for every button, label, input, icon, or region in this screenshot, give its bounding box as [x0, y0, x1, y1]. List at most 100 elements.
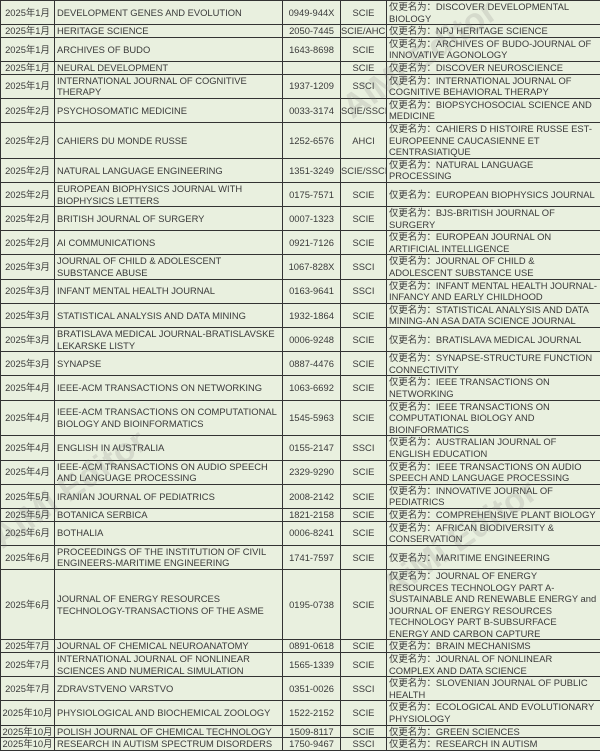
- journal-name-cell: DEVELOPMENT GENES AND EVOLUTION: [55, 1, 283, 25]
- date-cell: 2025年7月: [1, 640, 55, 653]
- date-cell: 2025年4月: [1, 376, 55, 400]
- date-cell: 2025年10月: [1, 701, 55, 725]
- issn-cell: [283, 61, 341, 74]
- issn-cell: 1565-1339: [283, 653, 341, 677]
- index-cell: SCIE: [341, 521, 387, 545]
- issn-cell: 0006-9248: [283, 328, 341, 352]
- date-cell: 2025年1月: [1, 61, 55, 74]
- index-cell: AHCI: [341, 122, 387, 158]
- journal-name-cell: HERITAGE SCIENCE: [55, 25, 283, 38]
- index-cell: SCIE: [341, 569, 387, 640]
- index-cell: SCIE: [341, 376, 387, 400]
- journal-name-cell: BOTANICA SERBICA: [55, 508, 283, 521]
- journal-name-cell: PSYCHOSOMATIC MEDICINE: [55, 98, 283, 122]
- index-cell: SCIE: [341, 303, 387, 327]
- index-cell: SCIE: [341, 653, 387, 677]
- index-cell: SCIE: [341, 207, 387, 231]
- journal-name-cell: INTERNATIONAL JOURNAL OF NONLINEAR SCIEN…: [55, 653, 283, 677]
- index-cell: SCIE: [341, 701, 387, 725]
- journal-name-cell: IEEE-ACM TRANSACTIONS ON NETWORKING: [55, 376, 283, 400]
- journal-name-cell: ZDRAVSTVENO VARSTVO: [55, 677, 283, 701]
- new-name-cell: 仅更名为：AFRICAN BIODIVERSITY & CONSERVATION: [387, 521, 600, 545]
- index-cell: SCIE/SSCI: [341, 158, 387, 182]
- index-cell: SCIE: [341, 400, 387, 436]
- issn-cell: 1932-1864: [283, 303, 341, 327]
- new-name-cell: 仅更名为：COMPREHENSIVE PLANT BIOLOGY: [387, 508, 600, 521]
- date-cell: 2025年4月: [1, 400, 55, 436]
- date-cell: 2025年4月: [1, 436, 55, 460]
- new-name-cell: 仅更名为：INFANT MENTAL HEALTH JOURNAL-INFANC…: [387, 279, 600, 303]
- index-cell: SSCI: [341, 74, 387, 98]
- date-cell: 2025年1月: [1, 1, 55, 25]
- index-cell: SSCI: [341, 255, 387, 279]
- issn-cell: 0006-8241: [283, 521, 341, 545]
- journal-name-cell: POLISH JOURNAL OF CHEMICAL TECHNOLOGY: [55, 725, 283, 738]
- index-cell: SCIE: [341, 484, 387, 508]
- journal-name-cell: INTERNATIONAL JOURNAL OF COGNITIVE THERA…: [55, 74, 283, 98]
- journal-name-cell: BRITISH JOURNAL OF SURGERY: [55, 207, 283, 231]
- issn-cell: 1750-9467: [283, 738, 341, 751]
- issn-cell: 0195-0738: [283, 569, 341, 640]
- date-cell: 2025年1月: [1, 74, 55, 98]
- issn-cell: 0887-4476: [283, 352, 341, 376]
- journal-name-cell: SYNAPSE: [55, 352, 283, 376]
- date-cell: 2025年3月: [1, 303, 55, 327]
- new-name-cell: 仅更名为：IEEE TRANSACTIONS ON NETWORKING: [387, 376, 600, 400]
- index-cell: SSCI: [341, 738, 387, 751]
- index-cell: SCIE: [341, 545, 387, 569]
- issn-cell: 2008-2142: [283, 484, 341, 508]
- new-name-cell: 仅更名为：INTERNATIONAL JOURNAL OF COGNITIVE …: [387, 74, 600, 98]
- index-cell: SCIE: [341, 640, 387, 653]
- journal-name-cell: IEEE-ACM TRANSACTIONS ON AUDIO SPEECH AN…: [55, 460, 283, 484]
- date-cell: 2025年7月: [1, 653, 55, 677]
- issn-cell: 0175-7571: [283, 182, 341, 206]
- journal-name-cell: RESEARCH IN AUTISM SPECTRUM DISORDERS: [55, 738, 283, 751]
- journal-name-cell: NATURAL LANGUAGE ENGINEERING: [55, 158, 283, 182]
- new-name-cell: 仅更名为：DISCOVER NEUROSCIENCE: [387, 61, 600, 74]
- issn-cell: 1821-2158: [283, 508, 341, 521]
- issn-cell: 1545-5963: [283, 400, 341, 436]
- date-cell: 2025年2月: [1, 98, 55, 122]
- new-name-cell: 仅更名为：AUSTRALIAN JOURNAL OF ENGLISH EDUCA…: [387, 436, 600, 460]
- index-cell: SCIE: [341, 725, 387, 738]
- new-name-cell: 仅更名为：BRATISLAVA MEDICAL JOURNAL: [387, 328, 600, 352]
- issn-cell: 0891-0618: [283, 640, 341, 653]
- new-name-cell: 仅更名为：MARITIME ENGINEERING: [387, 545, 600, 569]
- journal-name-cell: BOTHALIA: [55, 521, 283, 545]
- new-name-cell: 仅更名为：IEEE TRANSACTIONS ON AUDIO SPEECH A…: [387, 460, 600, 484]
- date-cell: 2025年2月: [1, 231, 55, 255]
- journal-name-cell: BRATISLAVA MEDICAL JOURNAL-BRATISLAVSKE …: [55, 328, 283, 352]
- index-cell: SCIE: [341, 231, 387, 255]
- issn-cell: 1937-1209: [283, 74, 341, 98]
- new-name-cell: 仅更名为：BIOPSYCHOSOCIAL SCIENCE AND MEDICIN…: [387, 98, 600, 122]
- date-cell: 2025年1月: [1, 25, 55, 38]
- journal-name-cell: ARCHIVES OF BUDO: [55, 37, 283, 61]
- index-cell: SCIE: [341, 352, 387, 376]
- issn-cell: 1252-6576: [283, 122, 341, 158]
- new-name-cell: 仅更名为：EUROPEAN JOURNAL ON ARTIFICIAL INTE…: [387, 231, 600, 255]
- new-name-cell: 仅更名为：SYNAPSE-STRUCTURE FUNCTION CONNECTI…: [387, 352, 600, 376]
- new-name-cell: 仅更名为：BJS-BRITISH JOURNAL OF SURGERY: [387, 207, 600, 231]
- issn-cell: 0351-0026: [283, 677, 341, 701]
- new-name-cell: 仅更名为：NATURAL LANGUAGE PROCESSING: [387, 158, 600, 182]
- date-cell: 2025年4月: [1, 460, 55, 484]
- new-name-cell: 仅更名为：JOURNAL OF ENERGY RESOURCES TECHNOL…: [387, 569, 600, 640]
- issn-cell: 1063-6692: [283, 376, 341, 400]
- new-name-cell: 仅更名为：BRAIN MECHANISMS: [387, 640, 600, 653]
- date-cell: 2025年3月: [1, 279, 55, 303]
- journal-name-cell: ENGLISH IN AUSTRALIA: [55, 436, 283, 460]
